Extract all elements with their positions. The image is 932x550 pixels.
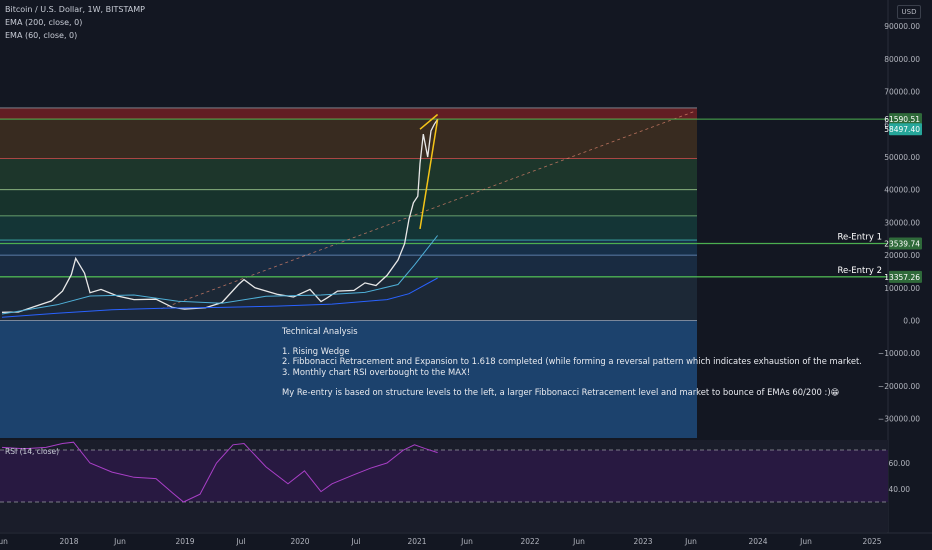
y-tick-label: −10000.00 [878, 349, 920, 358]
re-entry-1-label: Re-Entry 1 [837, 233, 882, 243]
y-tick-label: 80000.00 [884, 55, 920, 64]
ema200-legend: EMA (200, close, 0) [5, 18, 83, 27]
rsi-tick-label: 60.00 [889, 459, 911, 468]
x-tick-label: 2018 [59, 537, 78, 546]
fib-zone [0, 276, 697, 321]
price-label-box [889, 113, 922, 126]
x-tick-label: Jun [460, 537, 473, 546]
symbol-title: Bitcoin / U.S. Dollar, 1W, BITSTAMP [5, 5, 145, 14]
x-tick-label: 2024 [748, 537, 767, 546]
x-tick-label: Jun [799, 537, 812, 546]
note-line-4: My Re-entry is based on structure levels… [282, 386, 831, 397]
price-label-box [889, 237, 922, 250]
rsi-band [0, 450, 888, 502]
price-label: 13357.26 [884, 273, 920, 282]
x-tick-label: 2019 [175, 537, 194, 546]
fib-zone-lower [0, 320, 697, 438]
fib-zone [0, 158, 697, 190]
fib-zone [0, 255, 697, 277]
re-entry-2-label: Re-Entry 2 [837, 266, 882, 276]
price-label: 23539.74 [884, 240, 920, 249]
wedge-upper-line [419, 113, 439, 130]
x-tick-label: Jun [0, 537, 8, 546]
price-line [1, 119, 439, 313]
y-tick-label: 50000.00 [884, 153, 920, 162]
x-tick-label: Jun [684, 537, 697, 546]
x-tick-label: Jul [350, 537, 360, 546]
x-tick-label: 2025 [862, 537, 881, 546]
price-label-box [889, 123, 922, 136]
rsi-line [1, 441, 438, 503]
ema60-line [1, 235, 438, 315]
rsi-tick-label: 40.00 [889, 485, 911, 494]
y-tick-label: 40000.00 [884, 186, 920, 195]
analysis-note: Technical Analysis 1. Rising Wedge 2. Fi… [282, 326, 862, 397]
fib-zone [0, 107, 697, 120]
y-tick-label: 10000.00 [884, 284, 920, 293]
price-label: 61590.51 [884, 115, 920, 124]
rsi-legend: RSI (14, close) [5, 447, 59, 456]
price-label-box [889, 270, 922, 283]
fib-zone [0, 240, 697, 256]
note-title: Technical Analysis [282, 326, 358, 336]
y-tick-label: 70000.00 [884, 88, 920, 97]
y-tick-label: −30000.00 [878, 415, 920, 424]
wedge-lower-line [419, 119, 439, 230]
x-tick-label: 2021 [407, 537, 426, 546]
fib-zone [0, 215, 697, 241]
x-tick-label: 2023 [633, 537, 652, 546]
fib-zone [0, 119, 697, 159]
y-tick-label: 20000.00 [884, 251, 920, 260]
fib-zone [0, 189, 697, 216]
y-tick-label: 90000.00 [884, 22, 920, 31]
y-tick-label: 30000.00 [884, 218, 920, 227]
note-line-3: 3. Monthly chart RSI overbought to the M… [282, 366, 471, 377]
x-tick-label: Jun [572, 537, 585, 546]
dashed-trendline [161, 110, 696, 310]
ema60-legend: EMA (60, close, 0) [5, 31, 78, 40]
x-tick-label: 2020 [290, 537, 309, 546]
note-line-1: 1. Rising Wedge [282, 346, 350, 357]
x-tick-label: Jul [235, 537, 245, 546]
currency-button[interactable]: USD [897, 5, 921, 19]
x-tick-label: Jun [113, 537, 126, 546]
x-tick-label: 2022 [520, 537, 539, 546]
y-tick-label: −20000.00 [878, 382, 920, 391]
price-label: 58497.40 [884, 125, 920, 134]
note-line-2: 2. Fibbonacci Retracement and Expansion … [282, 356, 862, 367]
grin-emoji-icon: 😁 [830, 386, 840, 397]
ema200-line [1, 277, 438, 318]
y-tick-label: 0.00 [903, 317, 920, 326]
